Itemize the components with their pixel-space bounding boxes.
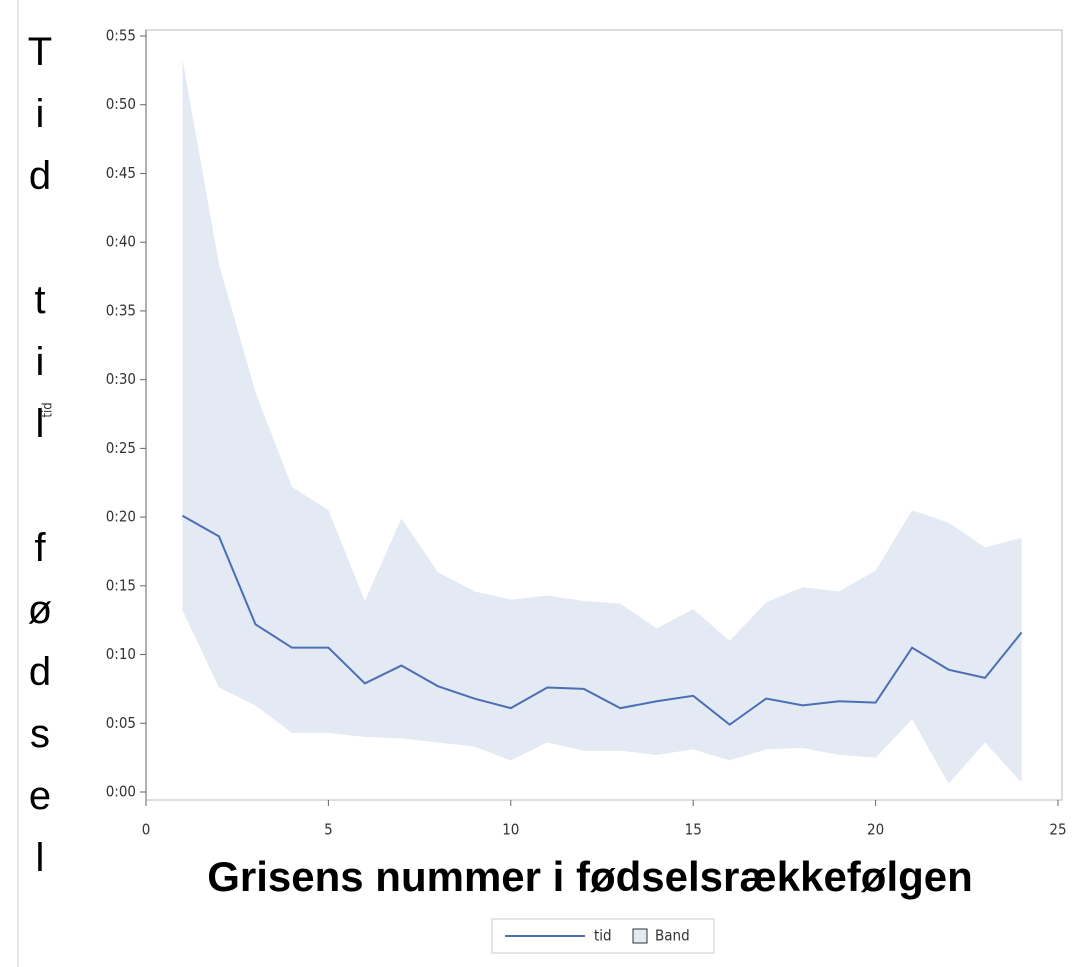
x-tick-label: 10 [502,821,519,839]
y-tick-label: 0:30 [106,370,136,388]
y-tick-label: 0:05 [106,714,136,732]
y-tick-label: 0:10 [106,645,136,663]
y-tick-label: 0:40 [106,233,136,251]
x-tick-label: 5 [324,821,333,839]
y-tick-label: 0:00 [106,783,136,801]
x-tick-label: 15 [685,821,702,839]
x-tick-label: 0 [142,821,151,839]
y-tick-label: 0:20 [106,508,136,526]
y-tick-label: 0:50 [106,95,136,113]
y-tick-label: 0:35 [106,301,136,319]
band-area [182,59,1022,784]
y-axis-label-small: tid [41,402,56,417]
y-tick-label: 0:15 [106,576,136,594]
legend-label: tid [594,927,612,945]
x-tick-label: 20 [867,821,884,839]
legend-label: Band [655,927,690,945]
y-tick-label: 0:25 [106,439,136,457]
series-line [181,514,1023,726]
y-axis-label: Tid til fødsel [18,30,62,898]
x-axis-label: Grisens nummer i fødselsrækkefølgen [207,853,973,900]
y-tick-label: 0:45 [106,164,136,182]
y-tick-label: 0:55 [106,27,136,45]
x-tick-label: 25 [1049,821,1066,839]
legend-swatch [632,928,648,944]
